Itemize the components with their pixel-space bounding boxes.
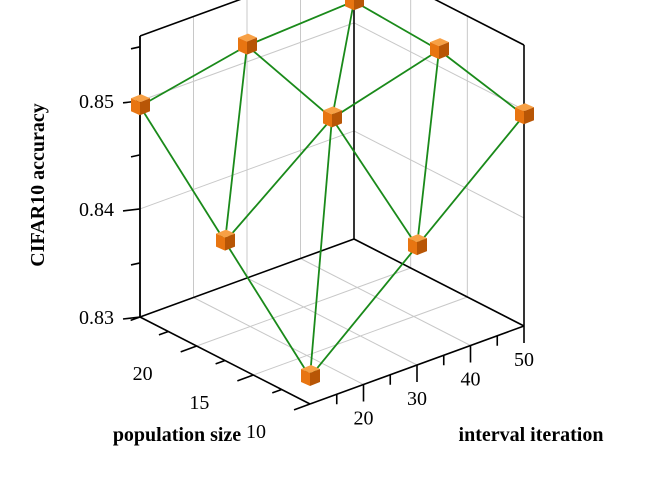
data-point [515, 103, 534, 125]
cube-left [430, 42, 439, 60]
y-tick-label: 10 [246, 421, 266, 443]
z-tick [130, 46, 141, 50]
data-markers [131, 0, 534, 386]
cube-right [247, 37, 257, 55]
y-tick [180, 345, 197, 353]
grid-lines [139, 0, 525, 405]
surface-edge [224, 117, 333, 243]
surface-edge [139, 44, 248, 108]
data-point [216, 229, 235, 251]
cube-right [417, 238, 427, 256]
y-tick-label: 15 [189, 392, 209, 414]
surface-edge [246, 0, 355, 47]
data-point [323, 106, 342, 128]
cube-top [301, 364, 320, 373]
y-tick-label: 20 [133, 363, 153, 385]
cube-right [140, 98, 150, 116]
cube-right [332, 110, 342, 128]
z-axis-title: CIFAR10 accuracy [27, 103, 49, 266]
surface-edge [139, 105, 226, 243]
cube-top [430, 38, 449, 47]
z-tick [122, 316, 141, 320]
cube-right [225, 233, 235, 251]
data-point [430, 38, 449, 60]
cube-left [323, 110, 332, 128]
surface-edge [416, 114, 525, 247]
data-point [131, 94, 150, 116]
surface-edge [353, 0, 440, 51]
data-point [345, 0, 364, 11]
cube-left [238, 37, 247, 55]
cube-left [216, 233, 225, 251]
grid-line [196, 267, 411, 347]
cube-top [238, 33, 257, 42]
z-tick-label: 0.85 [79, 91, 114, 113]
data-point [408, 234, 427, 256]
x-tick-label: 20 [354, 408, 374, 430]
box-edge [434, 0, 525, 46]
cube-left [131, 98, 140, 116]
cube-left [408, 238, 417, 256]
cube-right [310, 368, 320, 386]
z-tick [130, 154, 141, 158]
surface-edge [224, 241, 311, 378]
x-tick-label: 30 [407, 388, 427, 410]
x-axis-title: interval iteration [459, 424, 604, 446]
cube-top [216, 229, 235, 238]
cube-top [323, 106, 342, 115]
z-tick [130, 262, 141, 266]
box-edge [139, 0, 242, 37]
surface-edge [309, 245, 418, 378]
box-edge [353, 238, 525, 327]
surface-wireframe [139, 0, 525, 378]
grid-line [353, 130, 525, 219]
cube-left [515, 107, 524, 125]
grid-line [246, 277, 418, 366]
z-tick-label: 0.83 [79, 307, 114, 329]
cube-top [131, 94, 150, 103]
surface-edge [331, 1, 355, 119]
y-tick [158, 330, 169, 336]
grid-line [353, 22, 525, 111]
surface-edge [331, 117, 418, 247]
tick-labels: 20 30 40 50 10 15 20 0.83 0.84 0.85 [79, 91, 534, 443]
cube-top [515, 103, 534, 112]
y-axis-title: population size [113, 424, 241, 446]
cube-left [345, 0, 354, 11]
grid-line [139, 22, 355, 102]
grid-line [193, 297, 364, 385]
y-tick [293, 403, 311, 411]
cube-right [439, 42, 449, 60]
grid-line [300, 258, 471, 346]
x-tick-label: 40 [461, 369, 481, 391]
y-tick [271, 388, 282, 394]
surface-edge [309, 118, 333, 378]
cube-top [408, 234, 427, 243]
y-tick [237, 374, 254, 382]
surface-edge [438, 49, 525, 116]
cube-right [524, 107, 534, 125]
x-tick-label: 50 [514, 349, 534, 371]
surface-edge [246, 44, 333, 119]
z-tick [122, 208, 141, 212]
grid-line [253, 296, 468, 376]
grid-line [139, 130, 355, 210]
data-point [238, 33, 257, 55]
axes [122, 0, 525, 411]
surface-edge [331, 49, 440, 120]
z-tick-label: 0.84 [79, 199, 114, 221]
cube-left [301, 368, 310, 386]
data-point [301, 364, 320, 386]
y-tick [215, 359, 226, 365]
cube-right [354, 0, 364, 11]
surface-edge [416, 50, 440, 247]
surface-edge [224, 45, 248, 242]
